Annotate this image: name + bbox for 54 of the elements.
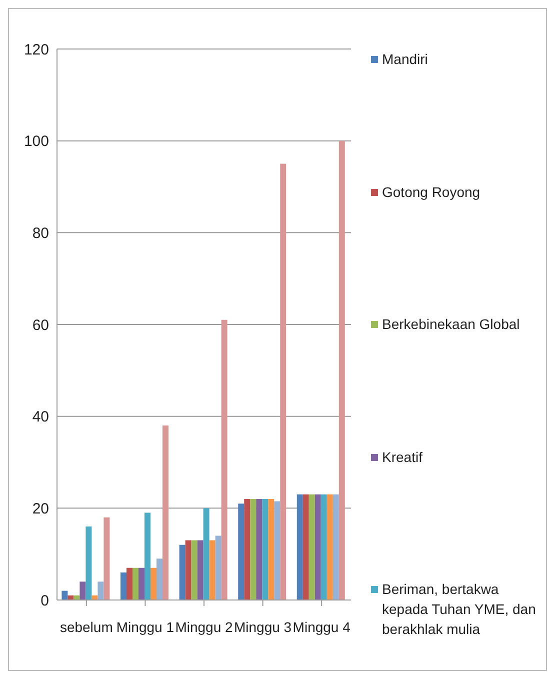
bar	[256, 498, 262, 600]
bar	[185, 540, 192, 600]
bar	[332, 494, 339, 600]
bar	[132, 568, 139, 600]
bar	[156, 558, 163, 600]
bar	[314, 494, 321, 600]
legend-label: Beriman, bertakwa kepada Tuhan YME, dan berakhlak mulia	[382, 580, 536, 639]
y-tick-label: 20	[32, 500, 49, 518]
x-tick-label: Minggu 1	[116, 618, 174, 635]
y-tick-label: 40	[32, 408, 49, 426]
bar	[215, 536, 222, 600]
bar	[320, 494, 327, 600]
bar	[120, 572, 127, 600]
x-tick-label: sebelum	[60, 618, 113, 635]
x-tick-label: Minggu 3	[234, 618, 292, 635]
y-tick-label: 0	[40, 592, 49, 610]
bar	[104, 517, 110, 600]
bar	[126, 568, 133, 600]
bar	[296, 494, 303, 600]
y-tick-label: 120	[24, 41, 49, 58]
bar	[191, 540, 198, 600]
y-tick-label: 100	[24, 133, 49, 150]
bar	[250, 498, 256, 600]
bar	[262, 498, 268, 600]
legend-label: Gotong Royong	[382, 182, 480, 202]
y-tick-label: 60	[32, 316, 49, 334]
bar	[338, 140, 345, 600]
legend-label: Kreatif	[382, 448, 422, 466]
bar	[244, 498, 250, 600]
legend-label: Mandiri	[382, 50, 428, 69]
bar	[179, 544, 186, 600]
x-tick-label: Minggu 4	[292, 618, 351, 635]
legend-label: Berkebinekaan Global	[382, 315, 520, 334]
bar	[162, 426, 169, 600]
y-tick-label: 80	[32, 224, 49, 242]
bar	[280, 164, 286, 600]
bar	[209, 540, 216, 600]
bar	[86, 526, 92, 600]
bar	[150, 568, 157, 600]
bar	[80, 582, 86, 600]
bar	[268, 498, 274, 600]
bar	[308, 494, 315, 600]
bar	[203, 508, 210, 600]
bar	[62, 590, 68, 600]
x-tick-label: Minggu 2	[175, 618, 234, 635]
bar	[274, 501, 280, 600]
bar	[144, 512, 151, 600]
bar	[326, 494, 333, 600]
bar	[197, 540, 204, 600]
bar	[238, 504, 244, 600]
bar	[221, 320, 228, 600]
bar	[302, 494, 309, 600]
bar	[98, 582, 104, 600]
bar	[138, 568, 145, 600]
